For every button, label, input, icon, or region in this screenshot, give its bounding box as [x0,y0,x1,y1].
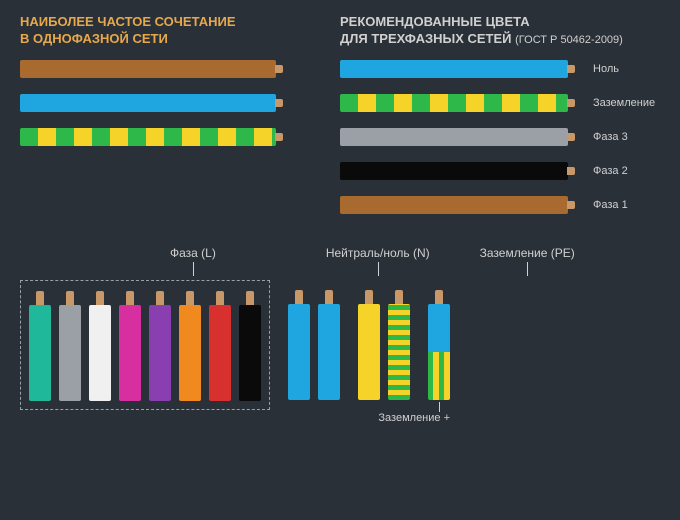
ground-plus-cable [428,290,450,400]
cable-body [340,162,568,180]
horizontal-cable: Фаза 3 [340,126,660,148]
cable-body [20,94,276,112]
cable-label: Фаза 3 [593,131,628,143]
vertical-cable [29,291,51,401]
cable-body [59,305,81,401]
title-left-line2: В ОДНОФАЗНОЙ СЕТИ [20,31,300,48]
cable-tip-icon [295,290,303,304]
vertical-cable [179,291,201,401]
cable-body-top [428,304,450,352]
horizontal-cable [20,126,300,148]
cable-body [179,305,201,401]
vertical-cable [288,290,310,400]
label-phase: Фаза (L) [170,246,216,260]
ground-plus-wrap: Заземление + [428,280,450,400]
cable-tip-icon [567,65,575,73]
ground-group [358,280,410,400]
cable-body [318,304,340,400]
horizontal-cable: Заземление [340,92,660,114]
titles-row: НАИБОЛЕЕ ЧАСТОЕ СОЧЕТАНИЕ В ОДНОФАЗНОЙ С… [0,0,680,58]
tick-icon [378,262,379,276]
cable-body [89,305,111,401]
label-ground: Заземление (PE) [480,246,575,260]
cable-label: Ноль [593,63,619,75]
cable-tip-icon [325,290,333,304]
cable-label: Фаза 2 [593,165,628,177]
tick-icon [527,262,528,276]
label-ground-text: Заземление (PE) [480,246,575,260]
cable-tip-icon [395,290,403,304]
cable-body [340,94,568,112]
tick-icon [439,402,440,412]
horizontal-cable: Ноль [340,58,660,80]
vertical-cable [209,291,231,401]
cable-body [20,128,276,146]
title-right-sub: (ГОСТ Р 50462-2009) [515,34,623,46]
cable-body [388,304,410,400]
tick-icon [193,262,194,276]
vertical-cable [119,291,141,401]
cable-tip-icon [96,291,104,305]
top-section: Ноль Заземление Фаза 3 Фаза 2 Фаза 1 [0,58,680,228]
vertical-cable [318,290,340,400]
cable-tip-icon [66,291,74,305]
cable-body [239,305,261,401]
cable-body [149,305,171,401]
cable-tip-icon [275,65,283,73]
bottom-row: Заземление + [0,280,680,410]
horizontal-cable [20,92,300,114]
title-right: РЕКОМЕНДОВАННЫЕ ЦВЕТА ДЛЯ ТРЕХФАЗНЫХ СЕТ… [340,14,623,48]
label-neutral: Нейтраль/ноль (N) [326,246,430,260]
cable-body-bottom [428,352,450,400]
vertical-cable [89,291,111,401]
title-right-line2: ДЛЯ ТРЕХФАЗНЫХ СЕТЕЙ [340,31,512,46]
horizontal-cable [20,58,300,80]
three-phase-column: Ноль Заземление Фаза 3 Фаза 2 Фаза 1 [340,58,660,228]
bottom-labels-row: Фаза (L) Нейтраль/ноль (N) Заземление (P… [0,228,680,266]
vertical-cable [388,290,410,400]
cable-body [340,128,568,146]
cable-tip-icon [275,99,283,107]
cable-label: Фаза 1 [593,199,628,211]
vertical-cable [239,291,261,401]
cable-body [340,60,568,78]
cable-label: Заземление [593,97,655,109]
label-phase-text: Фаза (L) [170,246,216,260]
vertical-cable [59,291,81,401]
label-ground-plus: Заземление + [378,412,450,424]
title-left: НАИБОЛЕЕ ЧАСТОЕ СОЧЕТАНИЕ В ОДНОФАЗНОЙ С… [20,14,300,48]
cable-tip-icon [435,290,443,304]
cable-tip-icon [567,99,575,107]
cable-body [119,305,141,401]
cable-tip-icon [275,133,283,141]
cable-tip-icon [567,201,575,209]
cable-body [340,196,568,214]
cable-body [29,305,51,401]
cable-tip-icon [36,291,44,305]
vertical-cable [358,290,380,400]
cable-body [288,304,310,400]
cable-tip-icon [216,291,224,305]
cable-tip-icon [186,291,194,305]
cable-body [20,60,276,78]
cable-tip-icon [567,133,575,141]
cable-tip-icon [156,291,164,305]
cable-tip-icon [365,290,373,304]
cable-tip-icon [567,167,575,175]
cable-tip-icon [126,291,134,305]
cable-body [209,305,231,401]
phase-box [20,280,270,410]
title-left-line1: НАИБОЛЕЕ ЧАСТОЕ СОЧЕТАНИЕ [20,14,300,31]
single-phase-column [20,58,300,228]
horizontal-cable: Фаза 1 [340,194,660,216]
vertical-cable [149,291,171,401]
cable-tip-icon [246,291,254,305]
title-right-line1: РЕКОМЕНДОВАННЫЕ ЦВЕТА [340,14,623,31]
label-neutral-text: Нейтраль/ноль (N) [326,246,430,260]
cable-body [358,304,380,400]
neutral-group [288,280,340,400]
horizontal-cable: Фаза 2 [340,160,660,182]
